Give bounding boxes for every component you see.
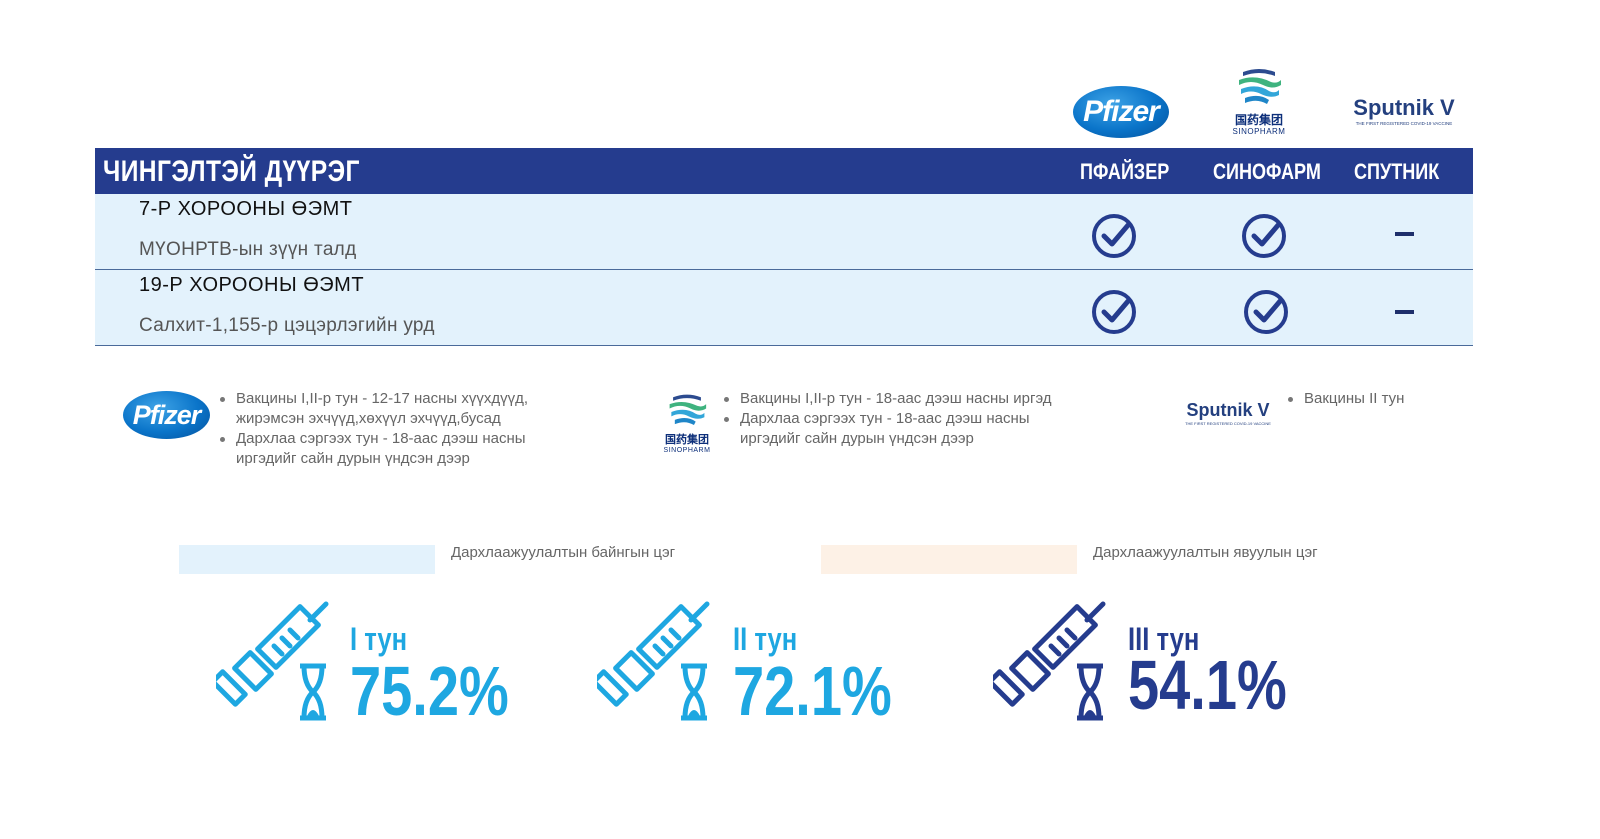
check-circle-icon [1092, 214, 1136, 258]
check-circle-icon [1092, 290, 1136, 334]
dose-label: II тун [733, 621, 798, 657]
pfizer-logo-text: Pfizer [1083, 95, 1160, 128]
sinopharm-logo-en: SINOPHARM [1232, 127, 1286, 136]
row-subtitle: МҮОНРТВ-ын зүүн талд [139, 239, 357, 260]
list-item: Вакцины II тун [1286, 389, 1486, 409]
mobile-point-swatch [821, 545, 1077, 574]
sputnik-logo-tagline: THE FIRST REGISTERED COVID-19 VACCINE [1355, 121, 1453, 126]
sputnik-info: Вакцины II тун [1286, 389, 1486, 409]
table-header: ЧИНГЭЛТЭЙ ДҮҮРЭГ ПФАЙЗЕР СИНОФАРМ СПУТНИ… [95, 148, 1473, 232]
hourglass-icon [1077, 663, 1103, 721]
sinopharm-wave-icon [1239, 69, 1281, 104]
pfizer-logo: Pfizer [123, 391, 210, 439]
row-subtitle: Салхит-1,155-р цэцэрлэгийн урд [139, 315, 435, 336]
column-sputnik: СПУТНИК V [1354, 159, 1440, 232]
sputnik-logo-text: Sputnik V [1353, 95, 1455, 120]
sinopharm-wave-icon [669, 394, 707, 426]
check-circle-icon [1244, 290, 1288, 334]
hourglass-icon [300, 663, 326, 721]
dash-icon [1395, 232, 1414, 236]
sinopharm-logo-cn: 国药集团 [665, 433, 709, 446]
syringe-icon [597, 601, 710, 721]
check-circle-icon [1242, 214, 1286, 258]
list-item: иргэдийг сайн дурын үндсэн дээр [740, 430, 974, 447]
column-sinopharm: СИНОФАРМ [1213, 159, 1321, 184]
district-title: ЧИНГЭЛТЭЙ ДҮҮРЭГ [103, 155, 360, 188]
sinopharm-logo-cn: 国药集团 [1234, 113, 1283, 127]
list-item: Вакцины I,II-р тун - 12-17 насны хүүхдүү… [218, 389, 558, 409]
syringe-icon [993, 601, 1106, 721]
dose-label: I тун [350, 621, 408, 657]
dose-value: 72.1% [733, 652, 892, 730]
list-item: Вакцины I,II-р тун - 18-аас дээш насны и… [722, 389, 1082, 409]
fixed-point-swatch [179, 545, 435, 574]
dose-value: 54.1% [1128, 646, 1287, 724]
sputnik-logo-text: Sputnik V [1186, 400, 1270, 420]
fixed-point-label: Дархлаажуулалтын байнгын цэг [451, 544, 676, 561]
dose-label: III тун [1128, 621, 1200, 657]
sinopharm-logo: 国药集团 SINOPHARM [657, 392, 717, 454]
sinopharm-info: Вакцины I,II-р тун - 18-аас дээш насны и… [722, 389, 1082, 449]
sputnik-logo-tagline: THE FIRST REGISTERED COVID-19 VACCINE [1185, 421, 1271, 426]
sinopharm-logo: 国药集团 SINOPHARM [1226, 66, 1292, 136]
list-item: Дархлаа сэргээх тун - 18-аас дээш насны [722, 409, 1082, 429]
dose-value: 75.2% [350, 652, 509, 730]
table-row: 19-Р ХОРООНЫ ӨЭМТ Салхит-1,155-р цэцэрлэ… [95, 270, 1473, 346]
sinopharm-logo-en: SINOPHARM [663, 447, 711, 454]
list-item: Дархлаа сэргээх тун - 18-аас дээш насны [218, 429, 558, 449]
pfizer-logo-text: Pfizer [132, 399, 202, 430]
sputnik-logo: Sputnik V THE FIRST REGISTERED COVID-19 … [1345, 97, 1463, 127]
row-title: 7-Р ХОРООНЫ ӨЭМТ [139, 198, 353, 220]
list-item: жирэмсэн эхчүүд,хөхүүл эхчүүд,бусад [236, 410, 501, 427]
mobile-point-label: Дархлаажуулалтын явуулын цэг [1093, 544, 1318, 561]
dash-icon [1395, 310, 1414, 314]
pfizer-info: Вакцины I,II-р тун - 12-17 насны хүүхдүү… [218, 389, 558, 469]
pfizer-logo: Pfizer [1073, 86, 1169, 138]
table-row: 7-Р ХОРООНЫ ӨЭМТ МҮОНРТВ-ын зүүн талд [95, 194, 1473, 270]
column-pfizer: ПФАЙЗЕР [1080, 159, 1170, 184]
row-title: 19-Р ХОРООНЫ ӨЭМТ [139, 274, 365, 296]
syringe-icon [216, 601, 329, 721]
hourglass-icon [681, 663, 707, 721]
sputnik-logo: Sputnik V THE FIRST REGISTERED COVID-19 … [1178, 401, 1278, 426]
list-item: иргэдийг сайн дурын үндсэн дээр [236, 450, 470, 467]
